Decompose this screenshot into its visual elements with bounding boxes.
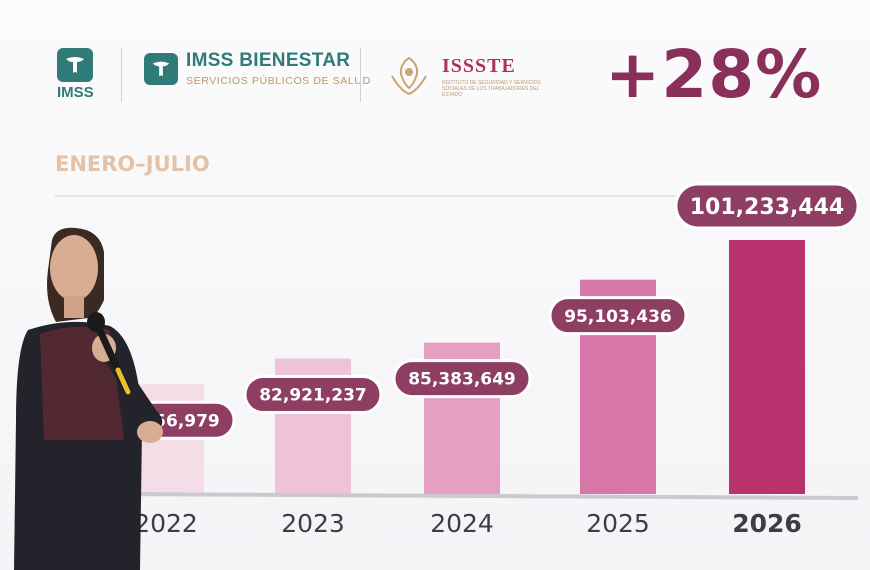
- data-label-text: 82,921,237: [259, 386, 367, 406]
- microphone-head: [87, 312, 105, 332]
- bienestar-eagle-icon: [144, 52, 178, 85]
- data-label-pill: [548, 296, 688, 336]
- data-label-2025: 95,103,436: [548, 296, 688, 336]
- data-label-text: 95,103,436: [564, 307, 672, 327]
- microphone-handle-accent: [115, 367, 131, 395]
- tick-label-2023: 2023: [281, 509, 345, 538]
- bar-2026: [729, 240, 805, 494]
- tick-label-2026: 2026: [732, 509, 802, 538]
- period-label: ENERO–JULIO: [55, 152, 210, 176]
- logo-divider: [360, 48, 361, 102]
- data-label-pill: [243, 375, 383, 415]
- growth-percentage: +28%: [605, 36, 823, 113]
- bienestar-subtitle: SERVICIOS PÚBLICOS DE SALUD: [186, 75, 371, 87]
- presenter-neck: [64, 296, 84, 318]
- presenter-face: [50, 235, 98, 301]
- issste-title: ISSSTE: [442, 54, 516, 77]
- issste-emblem-icon: [391, 56, 427, 96]
- data-label-pill: [392, 359, 532, 399]
- data-label-text: 101,233,444: [690, 195, 844, 220]
- presenter-hand: [137, 421, 163, 443]
- imss-logo: IMSS: [57, 48, 94, 101]
- tick-label-2025: 2025: [586, 509, 650, 538]
- issste-logo: ISSSTE INSTITUTO DE SEGURIDAD Y SERVICIO…: [384, 54, 552, 98]
- tick-label-2024: 2024: [430, 509, 494, 538]
- bienestar-title: IMSS BIENESTAR: [186, 50, 351, 71]
- imss-bienestar-logo: IMSS BIENESTAR SERVICIOS PÚBLICOS DE SAL…: [144, 50, 371, 87]
- data-label-text: 85,383,649: [408, 370, 516, 390]
- data-label-2026: 101,233,444: [674, 182, 860, 230]
- data-label-pill: [674, 182, 860, 230]
- x-axis-line: [109, 492, 859, 500]
- logo-divider: [121, 48, 122, 102]
- data-label-2024: 85,383,649: [392, 359, 532, 399]
- tick-label-2022: 2022: [134, 509, 198, 538]
- issste-subtitle: INSTITUTO DE SEGURIDAD Y SERVICIOS SOCIA…: [442, 79, 541, 98]
- data-label-2023: 82,921,237: [243, 375, 383, 415]
- imss-eagle-icon: [57, 48, 94, 82]
- imss-label: IMSS: [57, 84, 94, 101]
